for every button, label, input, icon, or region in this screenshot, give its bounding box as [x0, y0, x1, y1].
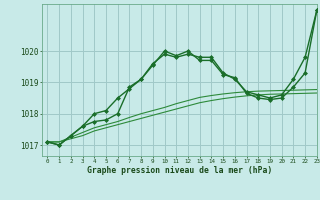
X-axis label: Graphe pression niveau de la mer (hPa): Graphe pression niveau de la mer (hPa)	[87, 166, 272, 175]
